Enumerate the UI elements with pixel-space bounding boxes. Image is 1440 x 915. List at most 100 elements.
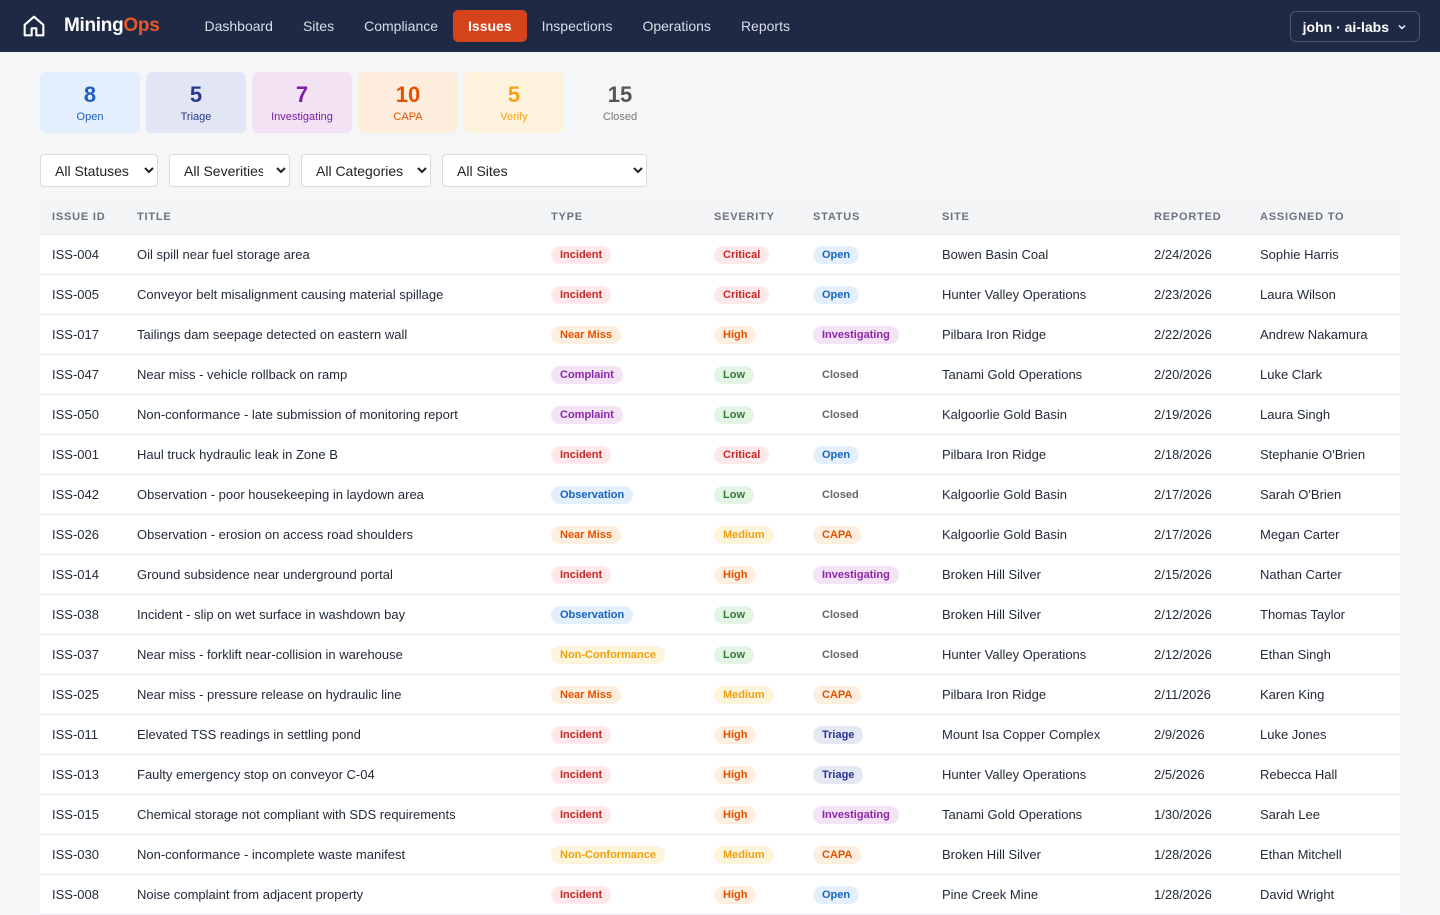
table-row[interactable]: ISS-017 Tailings dam seepage detected on … <box>40 315 1400 355</box>
badge: Near Miss <box>551 525 621 544</box>
table-row[interactable]: ISS-030 Non-conformance - incomplete wast… <box>40 835 1400 875</box>
home-icon[interactable] <box>20 12 48 40</box>
stat-card[interactable]: 5 Triage <box>146 72 246 133</box>
cell-text: Hunter Valley Operations <box>942 767 1087 782</box>
badge: Incident <box>551 725 612 744</box>
table-row[interactable]: ISS-014 Ground subsidence near undergroun… <box>40 555 1400 595</box>
cell-text: 2/5/2026 <box>1154 767 1205 782</box>
cell: Triage <box>813 755 864 794</box>
nav-item[interactable]: Inspections <box>541 18 613 34</box>
cell-text: Observation - poor housekeeping in laydo… <box>137 487 424 502</box>
table-row[interactable]: ISS-025 Near miss - pressure release on h… <box>40 675 1400 715</box>
nav-item[interactable]: Sites <box>302 18 335 34</box>
table-row[interactable]: ISS-008 Noise complaint from adjacent pro… <box>40 875 1400 915</box>
user-menu[interactable]: john · ai-labs <box>1289 11 1420 42</box>
nav-item[interactable]: Dashboard <box>204 18 273 34</box>
badge: Incident <box>551 565 612 584</box>
cell: Investigating <box>813 795 899 834</box>
table-row[interactable]: ISS-005 Conveyor belt misalignment causin… <box>40 275 1400 315</box>
stat-card[interactable]: 5 Verify <box>464 72 564 133</box>
badge: Incident <box>551 885 612 904</box>
nav-item[interactable]: Operations <box>642 18 711 34</box>
user-name: john · ai-labs <box>1302 18 1389 35</box>
cell-text: Near miss - pressure release on hydrauli… <box>137 687 402 702</box>
nav-item[interactable]: Compliance <box>364 18 439 34</box>
badge: High <box>714 765 757 784</box>
badge: Low <box>714 605 754 624</box>
cell-text: Noise complaint from adjacent property <box>137 887 364 902</box>
cell-text: ISS-037 <box>52 647 99 662</box>
column-header: SEVERITY <box>714 211 775 223</box>
table-row[interactable]: ISS-047 Near miss - vehicle rollback on r… <box>40 355 1400 395</box>
stat-card[interactable]: 8 Open <box>40 72 140 133</box>
badge: Near Miss <box>551 685 621 704</box>
cell-text: ISS-005 <box>52 287 99 302</box>
cell-text: Pilbara Iron Ridge <box>942 447 1047 462</box>
cell: Closed <box>813 475 868 514</box>
cell-text: Ground subsidence near underground porta… <box>137 567 393 582</box>
badge: Investigating <box>813 325 899 344</box>
cell: Critical <box>714 435 770 474</box>
badge: Observation <box>551 485 634 504</box>
filter-select[interactable]: All Statuses <box>40 154 158 187</box>
cell-text: ISS-038 <box>52 607 99 622</box>
cell-text: Broken Hill Silver <box>942 847 1041 862</box>
table-row[interactable]: ISS-004 Oil spill near fuel storage area I… <box>40 235 1400 275</box>
cell-text: 2/12/2026 <box>1154 607 1212 622</box>
cell: Incident <box>551 555 612 594</box>
filter-select[interactable]: All Severities <box>169 154 290 187</box>
cell-text: Sarah Lee <box>1260 807 1320 822</box>
nav-item[interactable]: Issues <box>453 10 527 42</box>
cell-text: ISS-025 <box>52 687 99 702</box>
nav-item[interactable]: Reports <box>740 18 790 34</box>
stats: 8 Open 5 Triage 7 Investigating 10 CAPA 5 Verify 1… <box>40 72 670 133</box>
stat-value: 15 <box>607 81 633 107</box>
badge: Closed <box>822 368 859 381</box>
header-row: ISSUE ID TITLE TYPE SEVERITY STATUS SITE REPOR… <box>40 200 1400 235</box>
cell: Non-Conformance <box>551 835 665 874</box>
cell: Triage <box>813 715 864 754</box>
table-row[interactable]: ISS-037 Near miss - forklift near-collisi… <box>40 635 1400 675</box>
cell-text: ISS-030 <box>52 847 99 862</box>
cell: Incident <box>551 795 612 834</box>
filter-select[interactable]: All Categories <box>301 154 431 187</box>
cell-text: 2/9/2026 <box>1154 727 1205 742</box>
cell-text: Luke Jones <box>1260 727 1327 742</box>
table-row[interactable]: ISS-013 Faulty emergency stop on conveyor… <box>40 755 1400 795</box>
cell-text: 1/28/2026 <box>1154 887 1212 902</box>
table-row[interactable]: ISS-038 Incident - slip on wet surface in… <box>40 595 1400 635</box>
table-row[interactable]: ISS-026 Observation - erosion on access r… <box>40 515 1400 555</box>
cell: Low <box>714 475 754 514</box>
stat-card[interactable]: 15 Closed <box>570 72 670 133</box>
table-row[interactable]: ISS-042 Observation - poor housekeeping i… <box>40 475 1400 515</box>
stat-label: Investigating <box>271 110 333 123</box>
badge: High <box>714 565 757 584</box>
cell-text: ISS-050 <box>52 407 99 422</box>
cell-text: Mount Isa Copper Complex <box>942 727 1101 742</box>
cell-text: Tanami Gold Operations <box>942 367 1083 382</box>
table-row[interactable]: ISS-001 Haul truck hydraulic leak in Zone… <box>40 435 1400 475</box>
brand-first: Mining <box>64 15 124 36</box>
stat-card[interactable]: 10 CAPA <box>358 72 458 133</box>
brand[interactable]: MiningOps <box>64 15 160 37</box>
cell-text: 2/15/2026 <box>1154 567 1212 582</box>
cell: Medium <box>714 675 774 714</box>
cell-text: 2/20/2026 <box>1154 367 1212 382</box>
table-row[interactable]: ISS-011 Elevated TSS readings in settling… <box>40 715 1400 755</box>
cell-text: Tanami Gold Operations <box>942 807 1083 822</box>
badge: Medium <box>714 845 774 864</box>
badge: Investigating <box>813 805 899 824</box>
cell: Non-Conformance <box>551 635 665 674</box>
cell-text: Karen King <box>1260 687 1325 702</box>
stat-label: CAPA <box>393 110 423 123</box>
cell: Low <box>714 355 754 394</box>
cell-text: Faulty emergency stop on conveyor C-04 <box>137 767 375 782</box>
badge: CAPA <box>813 845 862 864</box>
table-row[interactable]: ISS-015 Chemical storage not compliant wi… <box>40 795 1400 835</box>
stat-card[interactable]: 7 Investigating <box>252 72 352 133</box>
badge: Open <box>813 885 860 904</box>
table-row[interactable]: ISS-050 Non-conformance - late submission… <box>40 395 1400 435</box>
cell: CAPA <box>813 515 862 554</box>
badge: Complaint <box>551 365 623 384</box>
filter-select[interactable]: All Sites <box>442 154 647 187</box>
